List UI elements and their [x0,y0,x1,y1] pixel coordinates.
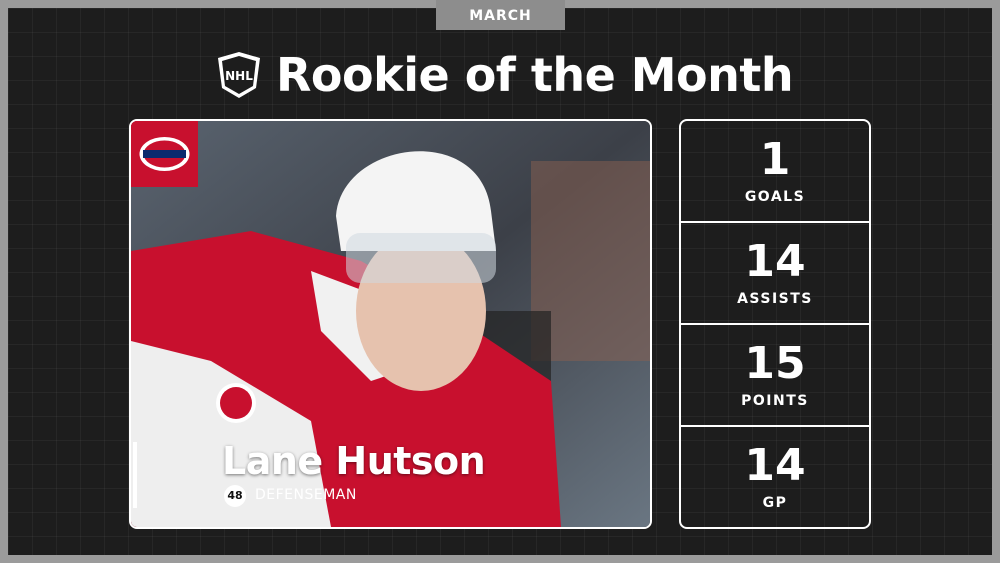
title: Rookie of the Month [276,48,794,102]
nhl-logo: NHL [218,52,260,98]
player-name: Lane Hutson [222,439,486,483]
stat-cell: 14 ASSISTS [681,221,869,323]
player-photo: Lane Hutson 48 DEFENSEMAN [129,119,652,529]
stats-panel: 1 GOALS 14 ASSISTS 15 POINTS 14 GP [679,119,871,529]
stat-cell: 14 GP [681,425,869,527]
month-tab: MARCH [436,0,565,30]
accent-bar [133,442,137,508]
stat-value: 14 [744,440,806,491]
stat-value: 15 [744,338,806,389]
stat-label: GP [762,495,788,511]
stat-value: 1 [759,134,791,185]
player-number: 48 [224,485,246,507]
photo-art [131,121,650,527]
stat-cell: 15 POINTS [681,323,869,425]
player-position: DEFENSEMAN [255,487,357,503]
stat-cell: 1 GOALS [681,121,869,221]
team-logo [131,121,198,187]
stat-label: ASSISTS [737,291,813,307]
logo-text: NHL [225,69,253,83]
stat-label: GOALS [744,189,806,205]
stat-value: 14 [744,236,806,287]
stat-label: POINTS [741,393,809,409]
